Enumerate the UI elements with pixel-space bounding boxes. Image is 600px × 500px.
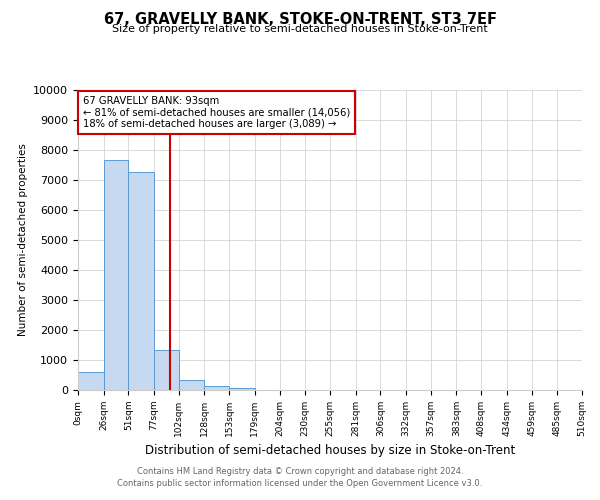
Bar <box>104 160 128 390</box>
Bar <box>205 386 229 390</box>
Y-axis label: Number of semi-detached properties: Number of semi-detached properties <box>18 144 28 336</box>
Text: Contains HM Land Registry data © Crown copyright and database right 2024.
Contai: Contains HM Land Registry data © Crown c… <box>118 466 482 487</box>
Bar <box>229 388 255 390</box>
Bar <box>179 380 205 390</box>
Bar <box>78 372 104 390</box>
Text: 67, GRAVELLY BANK, STOKE-ON-TRENT, ST3 7EF: 67, GRAVELLY BANK, STOKE-ON-TRENT, ST3 7… <box>104 12 497 28</box>
Text: Size of property relative to semi-detached houses in Stoke-on-Trent: Size of property relative to semi-detach… <box>112 24 488 34</box>
X-axis label: Distribution of semi-detached houses by size in Stoke-on-Trent: Distribution of semi-detached houses by … <box>145 444 515 458</box>
Text: 67 GRAVELLY BANK: 93sqm
← 81% of semi-detached houses are smaller (14,056)
18% o: 67 GRAVELLY BANK: 93sqm ← 81% of semi-de… <box>83 96 350 129</box>
Bar <box>154 350 179 390</box>
Bar <box>128 172 154 390</box>
